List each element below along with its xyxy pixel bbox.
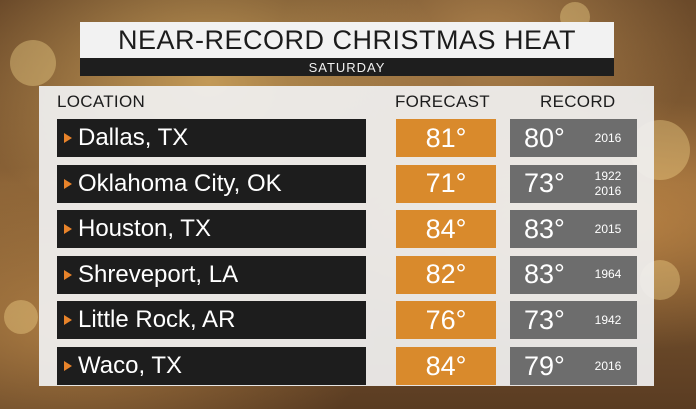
table-row: Little Rock, AR 76° 73° 1942 xyxy=(57,301,637,340)
column-header-location: LOCATION xyxy=(57,92,146,111)
forecast-temp: 84° xyxy=(396,210,496,249)
record-cell: 73° 1942 xyxy=(510,301,637,340)
table-row: Oklahoma City, OK 71° 73° 1922 2016 xyxy=(57,164,637,203)
record-years: 2016 xyxy=(586,347,630,385)
record-year: 2016 xyxy=(594,130,622,145)
forecast-temp: 81° xyxy=(396,119,496,157)
record-years: 1922 2016 xyxy=(586,165,630,203)
location-name: Little Rock, AR xyxy=(78,306,236,334)
arrow-right-icon xyxy=(64,269,72,280)
column-header-record: RECORD xyxy=(540,92,616,111)
record-temp: 73° xyxy=(524,168,565,199)
arrow-right-icon xyxy=(64,178,72,189)
record-cell: 83° 2015 xyxy=(510,210,637,249)
graphic-title: NEAR-RECORD CHRISTMAS HEAT xyxy=(80,22,614,58)
table-row: Waco, TX 84° 79° 2016 xyxy=(57,347,637,385)
record-temp: 83° xyxy=(524,259,565,290)
record-year: 2015 xyxy=(594,221,622,236)
record-year: 1942 xyxy=(594,312,622,327)
record-years: 2016 xyxy=(586,119,630,157)
location-name: Shreveport, LA xyxy=(78,260,239,288)
forecast-temp: 71° xyxy=(396,164,496,203)
location-name: Oklahoma City, OK xyxy=(78,169,282,197)
table-row: Houston, TX 84° 83° 2015 xyxy=(57,210,637,249)
record-year: 2016 xyxy=(594,358,622,373)
arrow-right-icon xyxy=(64,315,72,326)
record-year: 2016 xyxy=(594,183,622,198)
location-cell: Waco, TX xyxy=(57,347,366,385)
arrow-right-icon xyxy=(64,361,72,371)
location-cell: Dallas, TX xyxy=(57,119,366,157)
graphic-subtitle: SATURDAY xyxy=(80,58,614,76)
record-years: 1942 xyxy=(586,301,630,339)
location-cell: Oklahoma City, OK xyxy=(57,164,366,203)
record-temp: 80° xyxy=(524,122,565,153)
location-cell: Shreveport, LA xyxy=(57,255,366,294)
location-name: Houston, TX xyxy=(78,215,211,243)
record-cell: 79° 2016 xyxy=(510,347,637,385)
record-year: 1922 xyxy=(594,168,622,183)
record-year: 1964 xyxy=(594,267,622,282)
record-cell: 80° 2016 xyxy=(510,119,637,157)
location-name: Dallas, TX xyxy=(78,124,189,151)
location-cell: Houston, TX xyxy=(57,210,366,249)
record-temp: 83° xyxy=(524,213,565,244)
column-header-forecast: FORECAST xyxy=(395,92,490,111)
forecast-temp: 82° xyxy=(396,255,496,294)
arrow-right-icon xyxy=(64,224,72,235)
record-temp: 79° xyxy=(524,350,565,381)
location-cell: Little Rock, AR xyxy=(57,301,366,340)
location-name: Waco, TX xyxy=(78,352,183,379)
record-years: 1964 xyxy=(586,256,630,294)
forecast-temp: 76° xyxy=(396,301,496,340)
bokeh-light xyxy=(4,300,38,334)
record-years: 2015 xyxy=(586,210,630,248)
record-temp: 73° xyxy=(524,304,565,335)
table-row: Dallas, TX 81° 80° 2016 xyxy=(57,119,637,157)
table-row: Shreveport, LA 82° 83° 1964 xyxy=(57,255,637,294)
forecast-temp: 84° xyxy=(396,347,496,385)
bokeh-light xyxy=(10,40,56,86)
record-cell: 73° 1922 2016 xyxy=(510,164,637,203)
arrow-right-icon xyxy=(64,133,72,143)
record-cell: 83° 1964 xyxy=(510,255,637,294)
